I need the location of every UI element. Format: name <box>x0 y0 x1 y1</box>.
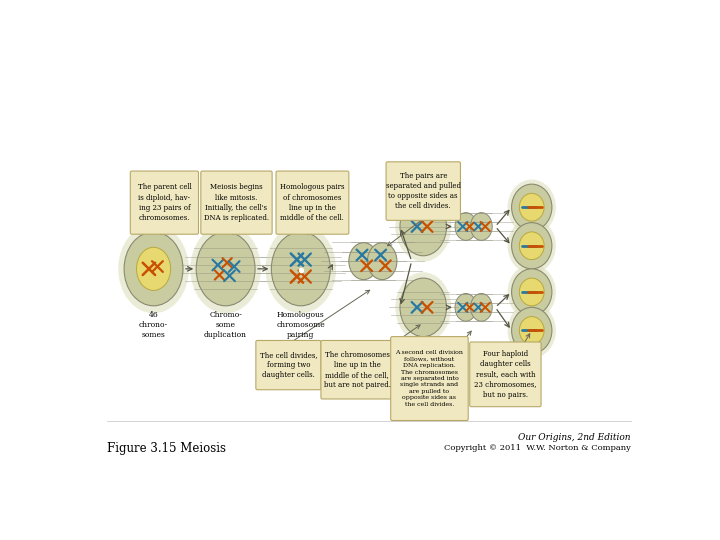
Ellipse shape <box>508 179 556 235</box>
Text: Homologous pairs
of chromosomes
line up in the
middle of the cell.: Homologous pairs of chromosomes line up … <box>280 184 345 222</box>
Ellipse shape <box>455 213 477 240</box>
Ellipse shape <box>137 247 171 291</box>
Ellipse shape <box>508 303 556 358</box>
Text: Chromo-
some
duplication: Chromo- some duplication <box>204 311 247 339</box>
Ellipse shape <box>512 184 552 231</box>
Text: The pairs are
separated and pulled
to opposite sides as
the cell divides.: The pairs are separated and pulled to op… <box>386 172 461 210</box>
Ellipse shape <box>471 213 492 240</box>
Text: Meiosis begins
like mitosis.
Initially, the cell's
DNA is replicated.: Meiosis begins like mitosis. Initially, … <box>204 184 269 222</box>
Ellipse shape <box>508 218 556 273</box>
Text: The chromosomes
line up in the
middle of the cell,
but are not paired.: The chromosomes line up in the middle of… <box>324 350 391 389</box>
Ellipse shape <box>395 272 451 342</box>
FancyBboxPatch shape <box>321 340 394 399</box>
Ellipse shape <box>519 232 544 260</box>
Text: The parent cell
is diploid, hav-
ing 23 pairs of
chromosomes.: The parent cell is diploid, hav- ing 23 … <box>138 184 192 222</box>
Ellipse shape <box>271 232 330 306</box>
Text: The cell divides,
forming two
daughter cells.: The cell divides, forming two daughter c… <box>260 351 318 379</box>
Ellipse shape <box>349 242 378 280</box>
Ellipse shape <box>367 242 397 280</box>
FancyBboxPatch shape <box>201 171 272 234</box>
Ellipse shape <box>512 307 552 354</box>
Ellipse shape <box>118 225 189 313</box>
Text: Homologous
chromosome
pairing: Homologous chromosome pairing <box>276 311 325 339</box>
FancyBboxPatch shape <box>386 162 461 220</box>
FancyBboxPatch shape <box>130 171 199 234</box>
Ellipse shape <box>519 316 544 345</box>
Ellipse shape <box>196 232 255 306</box>
Text: Our Origins, 2nd Edition: Our Origins, 2nd Edition <box>518 433 631 442</box>
Ellipse shape <box>190 225 261 313</box>
FancyBboxPatch shape <box>256 340 321 390</box>
Text: Figure 3.15 Meiosis: Figure 3.15 Meiosis <box>107 442 226 455</box>
Text: A second cell division
follows, without
DNA replication.
The chromosomes
are sep: A second cell division follows, without … <box>395 350 464 407</box>
Text: 46
chrono-
somes: 46 chrono- somes <box>139 311 168 339</box>
Ellipse shape <box>266 225 336 313</box>
FancyBboxPatch shape <box>391 336 468 421</box>
Ellipse shape <box>395 191 451 261</box>
FancyBboxPatch shape <box>469 342 541 407</box>
Text: Copyright © 2011  W.W. Norton & Company: Copyright © 2011 W.W. Norton & Company <box>444 444 631 451</box>
Ellipse shape <box>519 193 544 221</box>
FancyBboxPatch shape <box>276 171 349 234</box>
Ellipse shape <box>471 294 492 321</box>
Ellipse shape <box>400 278 446 336</box>
Ellipse shape <box>508 264 556 320</box>
Ellipse shape <box>519 278 544 306</box>
Ellipse shape <box>400 197 446 256</box>
Ellipse shape <box>512 222 552 269</box>
Ellipse shape <box>124 232 183 306</box>
Ellipse shape <box>455 294 477 321</box>
Ellipse shape <box>512 269 552 315</box>
Text: Four haploid
daughter cells
result, each with
23 chromosomes,
but no pairs.: Four haploid daughter cells result, each… <box>474 350 536 399</box>
